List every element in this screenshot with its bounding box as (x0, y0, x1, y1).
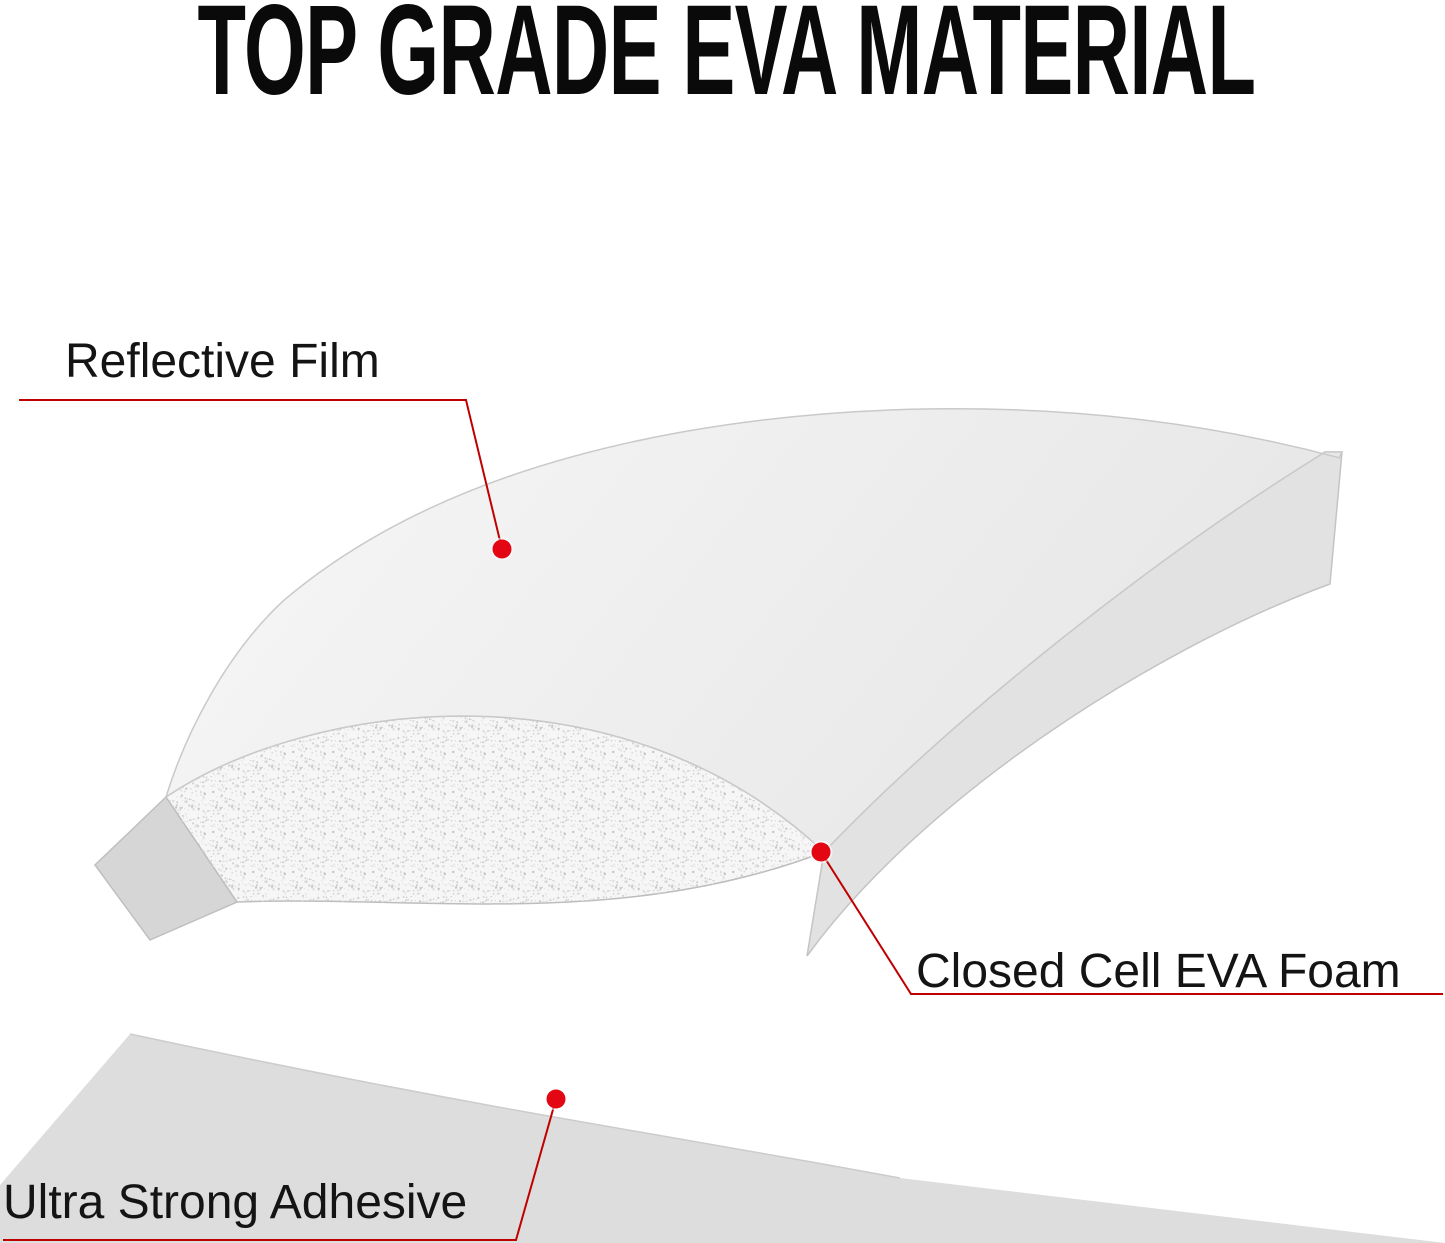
svg-text:Reflective Film: Reflective Film (65, 335, 380, 388)
svg-text:Ultra Strong Adhesive: Ultra Strong Adhesive (3, 1176, 467, 1229)
svg-text:Closed Cell EVA Foam: Closed Cell EVA Foam (916, 945, 1401, 998)
